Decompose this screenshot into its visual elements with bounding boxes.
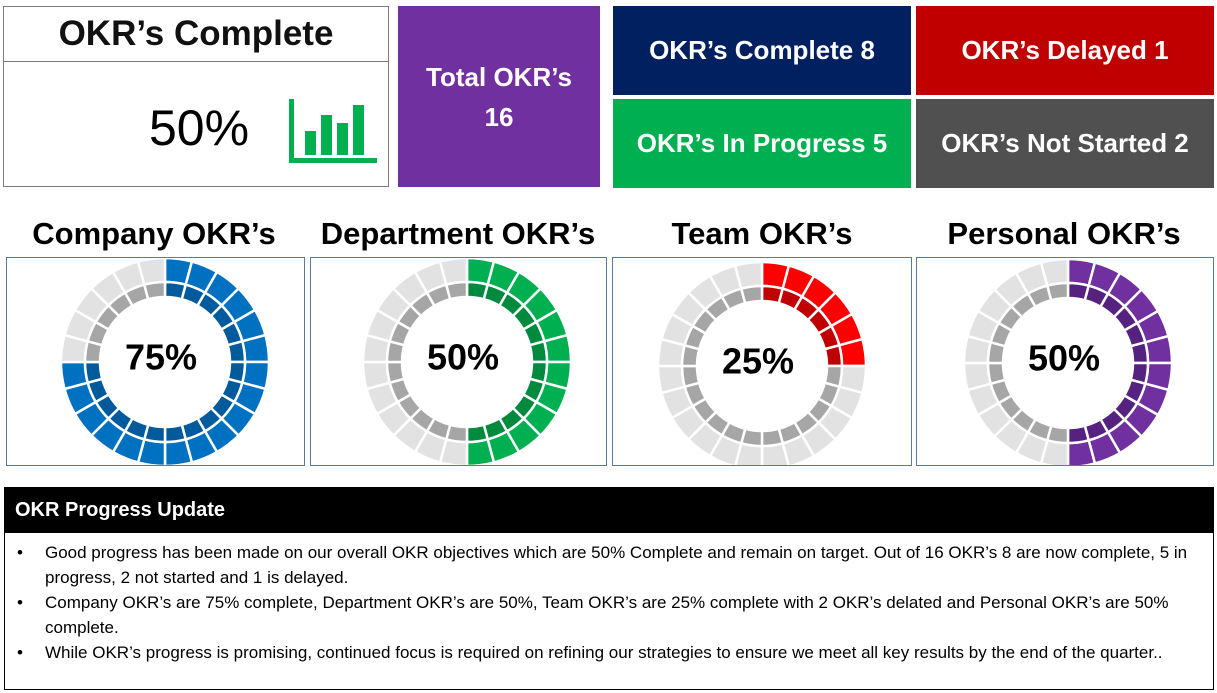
gauge-segment-empty: [962, 361, 993, 392]
personal-okrs-title: Personal OKR’s: [947, 216, 1181, 251]
gauge-percentage-label: 75%: [125, 337, 197, 378]
gauge-segment-empty: [656, 364, 687, 395]
gauge-segment-empty: [1039, 257, 1070, 288]
gauge-inner-segment-filled: [163, 423, 188, 444]
company-okrs-title: Company OKR’s: [32, 216, 276, 251]
gauge-inner-segment-empty: [986, 361, 1007, 386]
gauge-segment-empty: [438, 256, 469, 287]
gauge-inner-segment-filled: [465, 423, 490, 444]
okrs-not-started-tile: OKR’s Not Started 2: [916, 99, 1214, 188]
gauge-inner-segment-filled: [83, 360, 104, 385]
progress-update-bullet: • Company OKR’s are 75% complete, Departm…: [15, 590, 1201, 640]
gauge-segment-empty: [136, 256, 167, 287]
gauge-inner-segment-filled: [528, 339, 549, 364]
bullet-dot-icon: •: [17, 643, 23, 662]
company-okrs-gauge: 75%: [59, 256, 271, 468]
okr-complete-card: OKR’s Complete 50%: [3, 6, 389, 187]
gauge-segment-filled: [542, 333, 573, 364]
team-okrs-title: Team OKR’s: [671, 216, 853, 251]
gauge-inner-segment-empty: [444, 280, 469, 301]
total-okrs-tile: Total OKR’s 16: [398, 6, 600, 187]
okrs-in-progress-tile: OKR’s In Progress 5: [613, 99, 911, 188]
gauge-inner-segment-filled: [226, 339, 247, 364]
gauge-percentage-label: 50%: [1028, 338, 1100, 379]
gauge-inner-segment-empty: [739, 284, 764, 305]
okr-complete-title: OKR’s Complete: [4, 7, 388, 62]
bullet-dot-icon: •: [17, 593, 23, 612]
personal-okrs-gauge-box: 50%: [916, 257, 1214, 469]
gauge-inner-segment-filled: [1129, 340, 1150, 365]
team-okrs-gauge-box: 25%: [612, 257, 912, 472]
okrs-delayed-tile: OKR’s Delayed 1: [916, 6, 1214, 95]
department-okrs-gauge: 50%: [361, 256, 573, 468]
gauge-percentage-label: 25%: [722, 341, 794, 382]
okr-complete-percentage: 50%: [149, 100, 250, 156]
total-okrs-count: 16: [484, 101, 514, 132]
bullet-dot-icon: •: [17, 543, 23, 562]
gauge-segment-empty: [361, 360, 392, 391]
department-okrs-title: Department OKR’s: [320, 216, 596, 251]
bullet-text: Good progress has been made on our overa…: [45, 543, 1188, 587]
progress-update-list: • Good progress has been made on our over…: [15, 540, 1201, 665]
total-okrs-label: Total OKR’s: [426, 61, 572, 92]
department-okrs-gauge-box: 50%: [310, 256, 607, 468]
okrs-complete-tile: OKR’s Complete 8: [613, 6, 911, 95]
gauge-segment-filled: [59, 360, 90, 391]
bullet-text: While OKR’s progress is promising, conti…: [45, 643, 1163, 662]
gauge-segment-filled: [837, 337, 868, 368]
team-okrs-gauge: 25%: [656, 260, 868, 472]
bullet-text: Company OKR’s are 75% complete, Departme…: [45, 593, 1169, 637]
gauge-percentage-label: 50%: [427, 337, 499, 378]
gauge-inner-segment-empty: [680, 364, 701, 389]
gauge-inner-segment-empty: [1045, 281, 1070, 302]
progress-update-body: • Good progress has been made on our over…: [4, 533, 1214, 690]
gauge-inner-segment-empty: [760, 427, 785, 448]
gauge-inner-segment-empty: [385, 360, 406, 385]
progress-update-bullet: • While OKR’s progress is promising, cont…: [15, 640, 1201, 665]
gauge-inner-segment-filled: [1066, 424, 1091, 445]
gauge-inner-segment-filled: [823, 343, 844, 368]
gauge-segment-empty: [733, 260, 764, 291]
company-okrs-gauge-box: 75%: [6, 256, 305, 468]
gauge-segment-filled: [240, 333, 271, 364]
personal-okrs-gauge: 50%: [962, 257, 1174, 469]
bar-chart-icon: [289, 99, 377, 163]
progress-update-bullet: • Good progress has been made on our over…: [15, 540, 1201, 590]
gauge-inner-segment-empty: [142, 280, 167, 301]
gauge-segment-filled: [1143, 334, 1174, 365]
progress-update-heading: OKR Progress Update: [4, 487, 1214, 533]
